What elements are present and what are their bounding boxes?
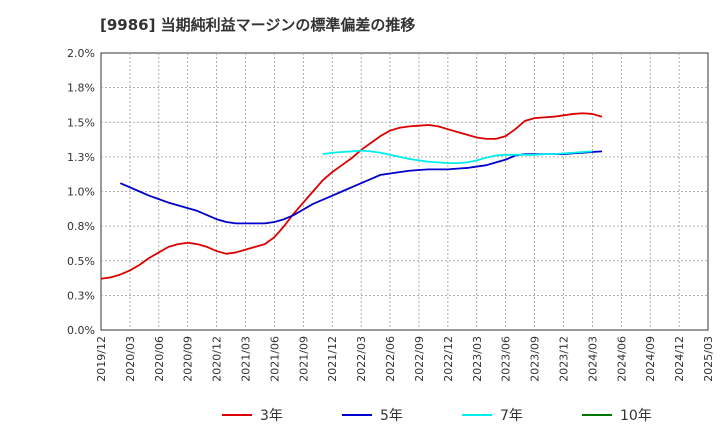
grid-lines	[101, 53, 708, 330]
x-tick-label: 2024/09	[644, 336, 657, 382]
y-tick-label: 0.8%	[67, 220, 95, 233]
y-tick-label: 1.8%	[67, 82, 95, 95]
y-tick-label: 0.5%	[67, 255, 95, 268]
series-layer	[100, 112, 603, 280]
x-tick-label: 2020/12	[211, 336, 224, 382]
legend-label: 5年	[380, 408, 403, 424]
series-line-0	[100, 112, 603, 280]
legend-swatch	[582, 414, 612, 416]
x-tick-label: 2020/09	[182, 336, 195, 382]
x-tick-label: 2021/03	[240, 336, 253, 382]
x-tick-label: 2023/03	[471, 336, 484, 382]
x-tick-label: 2023/06	[500, 336, 513, 382]
y-tick-label: 2.0%	[67, 47, 95, 60]
legend-label: 10年	[620, 408, 652, 424]
series-line-2	[322, 149, 593, 165]
x-axis: 2019/12 2020/03 2020/06 2020/09 2020/12 2021/…	[95, 336, 715, 382]
x-tick-label: 2023/12	[557, 336, 570, 382]
legend-label: 3年	[260, 408, 283, 424]
y-tick-label: 0.3%	[67, 289, 95, 302]
y-tick-label: 1.5%	[67, 116, 95, 129]
x-tick-label: 2024/06	[615, 336, 628, 382]
x-tick-label: 2021/09	[297, 336, 310, 382]
legend: 3年 5年 7年 10年	[0, 403, 720, 427]
x-tick-label: 2023/09	[529, 336, 542, 382]
legend-swatch	[222, 414, 252, 416]
x-tick-label: 2022/09	[413, 336, 426, 382]
legend-swatch	[342, 414, 372, 416]
legend-item: 3年	[222, 403, 283, 427]
x-tick-label: 2025/03	[702, 336, 715, 382]
legend-item: 5年	[342, 403, 403, 427]
legend-item: 10年	[582, 403, 652, 427]
legend-item: 7年	[462, 403, 523, 427]
y-axis: 0.0% 0.3% 0.5% 0.8% 1.0% 1.3% 1.5% 1.8% 2.0%	[67, 47, 95, 337]
x-tick-label: 2020/06	[153, 336, 166, 382]
x-tick-label: 2021/06	[268, 336, 281, 382]
chart-title: [9986] 当期純利益マージンの標準偏差の推移	[100, 16, 416, 34]
plot-area	[100, 52, 709, 331]
y-tick-label: 0.0%	[67, 324, 95, 337]
legend-swatch	[462, 414, 492, 416]
x-tick-label: 2022/06	[384, 336, 397, 382]
x-tick-label: 2021/12	[326, 336, 339, 382]
legend-label: 7年	[500, 408, 523, 424]
x-tick-label: 2020/03	[124, 336, 137, 382]
x-tick-label: 2024/12	[673, 336, 686, 382]
x-tick-label: 2022/12	[442, 336, 455, 382]
x-tick-label: 2022/03	[355, 336, 368, 382]
x-tick-label: 2019/12	[95, 336, 108, 382]
y-tick-label: 1.0%	[67, 186, 95, 199]
y-tick-label: 1.3%	[67, 151, 95, 164]
x-tick-label: 2024/03	[586, 336, 599, 382]
